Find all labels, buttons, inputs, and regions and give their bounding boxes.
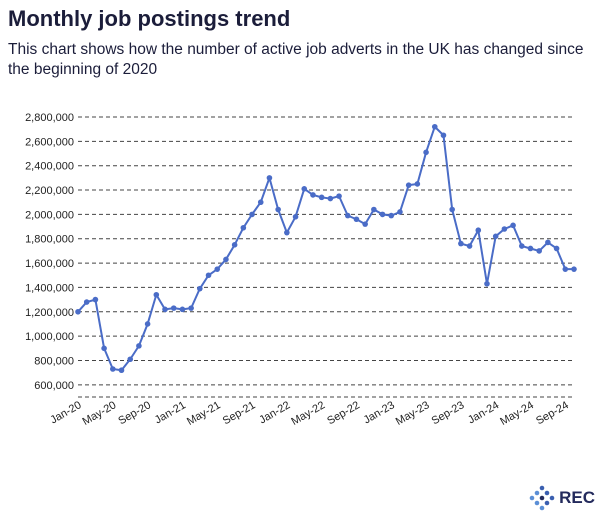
data-point <box>110 366 116 372</box>
data-point <box>301 186 308 192</box>
data-point <box>292 214 299 220</box>
data-point <box>362 221 368 227</box>
data-point <box>423 149 429 156</box>
y-tick-label: 1,000,000 <box>25 331 74 343</box>
y-tick-label: 2,200,000 <box>25 185 74 197</box>
y-tick-label: 2,400,000 <box>25 161 74 173</box>
y-tick-label: 2,600,000 <box>25 136 74 148</box>
series-line <box>77 125 574 372</box>
data-point <box>223 256 229 263</box>
data-point <box>405 182 412 188</box>
data-point <box>536 248 542 254</box>
x-tick-label: Jan-24 <box>466 399 501 426</box>
data-point <box>284 229 290 236</box>
x-tick-label: Jan-23 <box>362 399 397 426</box>
data-point <box>353 216 360 223</box>
logo-text: REC <box>559 488 595 507</box>
y-tick-label: 800,000 <box>34 355 74 367</box>
x-tick-label: Jan-21 <box>153 399 188 426</box>
data-point <box>553 245 560 252</box>
data-point <box>231 242 238 248</box>
data-point <box>249 211 255 218</box>
x-tick-label: May-24 <box>498 399 536 428</box>
data-point <box>118 367 125 374</box>
x-tick-label: Sep-23 <box>430 399 467 427</box>
data-point <box>266 175 273 181</box>
data-point <box>205 272 212 279</box>
data-point <box>318 194 325 201</box>
data-point <box>162 306 168 313</box>
x-tick-label: Sep-21 <box>221 399 258 427</box>
data-point <box>545 239 551 246</box>
y-tick-label: 1,600,000 <box>25 258 74 270</box>
data-point <box>275 206 281 213</box>
data-point <box>458 240 464 247</box>
rec-logo: REC <box>529 485 595 511</box>
data-point <box>179 306 186 313</box>
data-point <box>75 308 81 315</box>
data-point <box>153 291 160 298</box>
data-point <box>170 305 177 311</box>
data-point <box>484 280 490 287</box>
data-point <box>571 266 577 272</box>
data-point <box>144 321 151 327</box>
data-point <box>197 285 203 292</box>
data-point <box>127 356 134 363</box>
x-tick-label: May-23 <box>394 399 432 428</box>
data-point <box>518 243 525 249</box>
data-point <box>371 206 377 213</box>
x-tick-label: Sep-20 <box>116 399 153 427</box>
data-point <box>257 199 264 206</box>
data-point <box>510 222 516 229</box>
data-point <box>379 211 386 218</box>
chart-subtitle: This chart shows how the number of activ… <box>8 41 584 78</box>
data-point <box>501 226 508 232</box>
data-point <box>327 195 334 202</box>
y-tick-label: 600,000 <box>34 380 74 392</box>
dotted-diamond-icon <box>529 485 555 511</box>
x-tick-label: May-20 <box>81 399 119 428</box>
y-tick-label: 2,800,000 <box>25 112 74 124</box>
data-point <box>344 212 351 219</box>
x-tick-label: Sep-22 <box>325 399 362 427</box>
y-tick-label: 1,200,000 <box>25 307 74 319</box>
data-point <box>336 193 342 199</box>
data-point <box>214 266 221 272</box>
data-point <box>397 209 403 215</box>
data-point <box>92 296 99 303</box>
data-point <box>310 192 316 198</box>
data-point <box>101 345 107 352</box>
data-point <box>240 224 247 231</box>
y-tick-label: 1,400,000 <box>25 282 74 294</box>
x-tick-label: May-22 <box>289 399 327 428</box>
x-tick-label: May-21 <box>185 399 223 428</box>
chart-title: Monthly job postings trend <box>8 6 291 31</box>
y-tick-label: 2,000,000 <box>25 209 74 221</box>
data-point <box>414 181 421 187</box>
y-tick-label: 1,800,000 <box>25 234 74 246</box>
data-point <box>431 123 438 130</box>
data-point <box>527 245 534 252</box>
data-point <box>388 212 395 219</box>
data-point <box>440 132 447 139</box>
x-tick-label: Sep-24 <box>534 399 571 427</box>
data-point <box>136 343 142 349</box>
data-point <box>466 243 473 249</box>
data-point <box>449 206 455 213</box>
data-point <box>188 305 194 311</box>
x-tick-label: Jan-20 <box>48 399 83 426</box>
data-point <box>475 227 482 234</box>
data-point <box>562 266 569 272</box>
data-point <box>83 299 90 305</box>
data-point <box>492 233 499 240</box>
x-tick-label: Jan-22 <box>257 399 292 426</box>
